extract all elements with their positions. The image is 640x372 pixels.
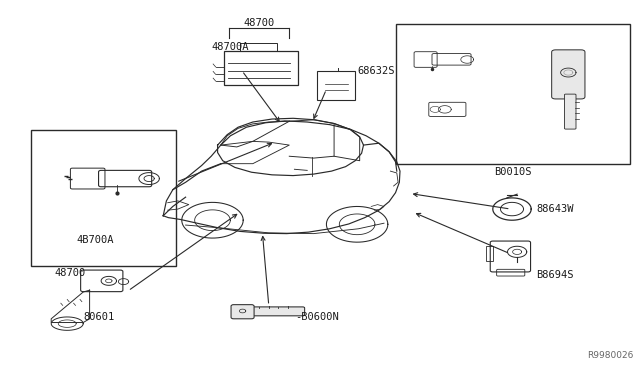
- Text: 48700: 48700: [55, 269, 86, 278]
- FancyBboxPatch shape: [564, 94, 576, 129]
- Text: 68632S: 68632S: [357, 67, 395, 76]
- Bar: [240, 43, 277, 51]
- Text: R9980026: R9980026: [588, 351, 634, 360]
- Bar: [317, 71, 355, 100]
- Bar: [396, 24, 630, 164]
- Text: B8694S: B8694S: [536, 270, 574, 280]
- Text: 80601: 80601: [84, 312, 115, 322]
- Text: 4B700A: 4B700A: [76, 235, 113, 245]
- Text: 48700: 48700: [244, 18, 275, 28]
- Text: B0010S: B0010S: [494, 167, 532, 177]
- FancyBboxPatch shape: [552, 50, 585, 99]
- Bar: [31, 130, 176, 266]
- Text: -B0600N: -B0600N: [296, 312, 339, 322]
- Text: 88643W: 88643W: [536, 204, 574, 214]
- Text: 48700A: 48700A: [211, 42, 249, 51]
- Bar: [486, 246, 493, 261]
- FancyBboxPatch shape: [231, 305, 254, 319]
- FancyBboxPatch shape: [246, 307, 305, 316]
